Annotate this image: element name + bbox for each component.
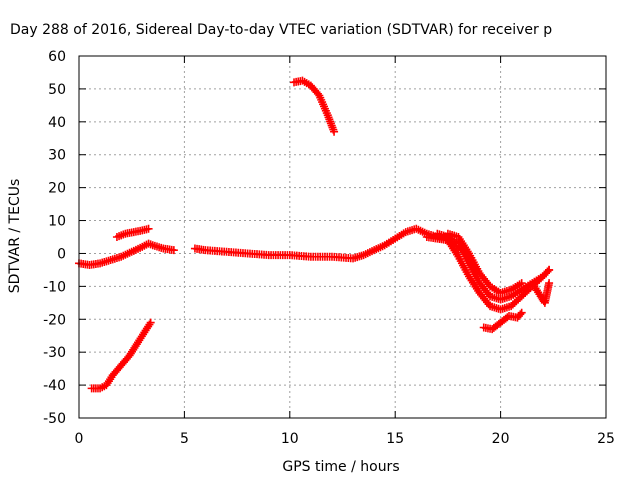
series-arc-rising-low <box>87 318 155 393</box>
chart-title: Day 288 of 2016, Sidereal Day-to-day VTE… <box>10 22 552 38</box>
series-arc-baseline-a <box>75 239 178 269</box>
data-point <box>543 267 552 276</box>
data-point <box>330 127 339 136</box>
y-tick-label: 50 <box>48 82 66 98</box>
x-tick-label: 20 <box>492 431 510 447</box>
plot-frame <box>78 55 607 419</box>
x-tick-label: 25 <box>597 431 615 447</box>
y-tick-label: -40 <box>43 378 66 394</box>
data-points <box>75 76 554 393</box>
x-tick-label: 5 <box>180 431 189 447</box>
y-tick-label: -10 <box>43 279 66 295</box>
x-axis-title: GPS time / hours <box>282 459 399 475</box>
y-tick-label: -50 <box>43 411 66 427</box>
y-tick-label: 10 <box>48 214 66 230</box>
x-tick-label: 10 <box>281 431 299 447</box>
series-arc-low-tail <box>479 308 526 334</box>
y-tick-label: 30 <box>48 148 66 164</box>
data-point <box>517 308 526 317</box>
x-tick-label: 15 <box>386 431 404 447</box>
y-tick-label: 0 <box>57 246 66 262</box>
y-tick-label: 40 <box>48 115 66 131</box>
data-point <box>545 279 554 288</box>
series-arc-trough-c <box>443 229 526 297</box>
data-point <box>516 310 525 319</box>
series-arc-baseline-b <box>190 224 463 263</box>
ticks: 0 5 10 15 20 25 -50 -40 -30 -20 -10 0 10 20 30 40 50 60 <box>43 49 615 447</box>
data-point <box>517 279 526 288</box>
data-point <box>146 318 155 327</box>
x-tick-label: 0 <box>75 431 84 447</box>
data-point <box>545 265 554 274</box>
y-tick-label: 60 <box>48 49 66 65</box>
y-tick-label: -20 <box>43 312 66 328</box>
series-arc-upper-short <box>112 224 153 241</box>
series-arc-high <box>290 76 339 136</box>
data-point <box>144 224 153 233</box>
series-arc-trough-a <box>422 233 554 314</box>
data-point <box>169 246 178 255</box>
y-tick-label: 20 <box>48 181 66 197</box>
series-arc-end-tail <box>530 279 554 307</box>
y-axis-title: SDTVAR / TECUs <box>7 179 23 294</box>
y-tick-label: -30 <box>43 345 66 361</box>
grid <box>79 56 606 418</box>
